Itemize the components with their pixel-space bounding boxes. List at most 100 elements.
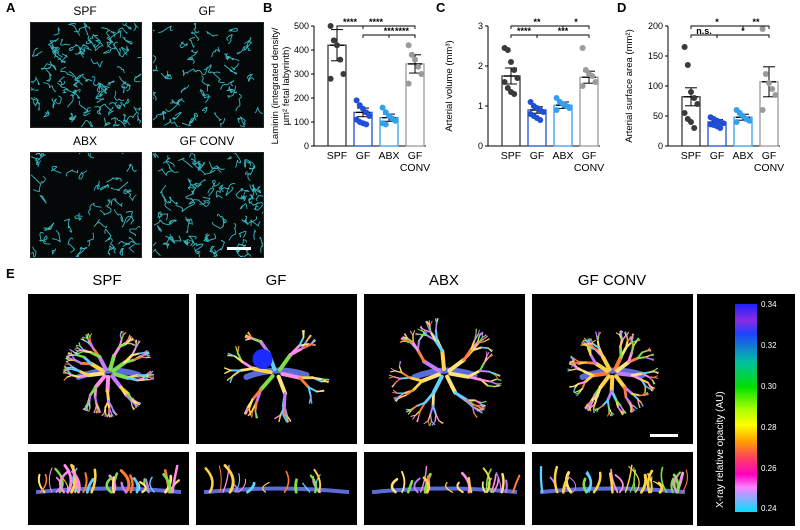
vessel-branch — [494, 374, 499, 380]
vessel-branch — [620, 330, 624, 336]
vessel-branch — [431, 374, 444, 395]
x-tick-label: ABX — [378, 150, 399, 162]
vessel-branch — [573, 357, 580, 363]
data-point — [514, 75, 521, 81]
y-axis-label: µm² fetal labyrinth) — [281, 47, 292, 126]
vessel-branch — [247, 332, 254, 339]
vessel-branch — [644, 385, 651, 390]
render-title-gfconv: GF CONV — [577, 272, 647, 289]
y-tick-label: 300 — [294, 69, 309, 79]
render-top-abx — [364, 294, 525, 444]
vessel-branch — [112, 372, 130, 380]
side-vessel — [149, 476, 155, 493]
y-tick-label: 0 — [478, 141, 483, 151]
side-vessel — [646, 469, 654, 494]
side-vessel — [495, 471, 502, 493]
side-vessel — [37, 473, 46, 494]
vessel-branch — [591, 339, 596, 343]
vessel-branch — [453, 391, 468, 401]
render-side-abx — [364, 452, 525, 525]
y-axis-label: Laminin (integrated density/ — [270, 27, 281, 144]
vessel-branch — [632, 340, 638, 347]
data-point — [511, 91, 518, 97]
colorbar-panel: 0.34 0.32 0.30 0.28 0.26 0.24 X-ray rela… — [697, 294, 795, 526]
significance-label: **** — [369, 17, 384, 27]
vessel-branch — [619, 404, 625, 411]
vessel-branch — [646, 349, 652, 351]
vessel-branch — [615, 332, 620, 336]
vessel-branch — [73, 358, 83, 365]
vessel-branch — [633, 405, 638, 410]
vessel-branch — [590, 371, 609, 378]
vessel-branch — [399, 340, 406, 343]
side-vessel — [390, 478, 399, 494]
data-point — [334, 42, 340, 49]
vessel-branch — [483, 335, 488, 340]
vessel-branch — [494, 373, 501, 376]
vessel-branch — [106, 389, 110, 403]
colorbar-gradient — [735, 304, 757, 512]
vessel-branch — [70, 374, 80, 378]
x-tick-label: SPF — [501, 150, 521, 162]
side-vessel — [670, 477, 675, 494]
vessel-branch — [631, 392, 641, 397]
vessel-branch — [278, 414, 282, 423]
vessel-branch — [488, 354, 494, 359]
vessel-branch — [644, 394, 649, 396]
y-tick-label: 400 — [294, 45, 309, 55]
data-point — [684, 62, 691, 68]
vessel-branch — [89, 361, 106, 373]
vessel-branch — [619, 333, 623, 341]
main-vessel — [243, 367, 310, 380]
vessel-branch — [620, 411, 623, 416]
vessel-branch — [400, 371, 411, 379]
vessel-branch — [647, 381, 653, 388]
y-tick-label: 100 — [648, 81, 663, 91]
vessel-branch — [647, 376, 654, 382]
data-point — [408, 51, 415, 58]
vessel-branch — [473, 404, 481, 409]
vessel-branch — [245, 406, 249, 415]
colorbar-tick-026: 0.26 — [761, 464, 777, 473]
vessel-branch — [479, 378, 491, 383]
vessel-branch — [307, 386, 318, 393]
data-point — [363, 121, 370, 128]
significance-label: *** — [558, 26, 569, 36]
laminin-stain — [31, 23, 141, 127]
vessel-branch — [280, 371, 302, 380]
vessel-branch — [607, 412, 610, 417]
vessel-branch — [595, 331, 598, 337]
side-vessel — [481, 481, 486, 494]
data-point — [746, 117, 753, 124]
data-point — [592, 79, 599, 85]
vessel-branch — [589, 343, 598, 351]
vessel-branch — [94, 408, 96, 414]
colorbar-tick-028: 0.28 — [761, 423, 777, 432]
vessel-branch — [131, 399, 138, 404]
vessel-branch — [593, 361, 610, 373]
vessel-branch — [631, 333, 634, 338]
render-top-spf — [28, 294, 189, 444]
vessel-branch — [111, 360, 127, 373]
significance-label: ** — [533, 17, 541, 27]
vessel-branch — [412, 414, 417, 420]
data-point — [337, 56, 344, 63]
vessel-branch — [410, 414, 417, 417]
vessel-branch — [125, 339, 131, 345]
vessel-branch — [627, 351, 634, 364]
y-tick-label: 150 — [648, 51, 663, 61]
vessel-branch — [470, 339, 476, 351]
vessel-branch — [630, 336, 633, 342]
vessel-branch — [489, 380, 497, 385]
vessel-branch — [435, 322, 438, 331]
side-vessel — [657, 481, 664, 494]
y-tick-label: 0 — [304, 141, 309, 151]
vessel-branch — [89, 336, 92, 343]
data-point — [772, 92, 779, 98]
micro-image-gf — [152, 22, 264, 128]
side-vessel — [561, 476, 569, 494]
vessel-branch — [245, 336, 254, 339]
vessel-branch — [79, 345, 85, 351]
vessel-branch — [127, 392, 134, 401]
vessel-branch — [390, 370, 396, 373]
